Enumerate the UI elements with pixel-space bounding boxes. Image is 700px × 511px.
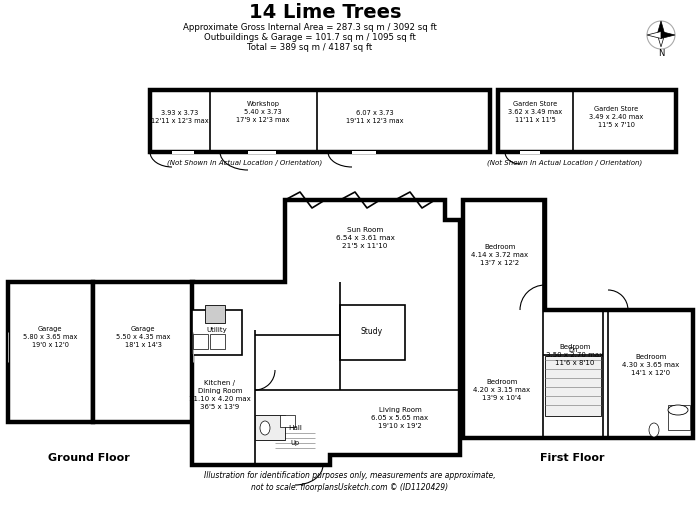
Text: First Floor: First Floor bbox=[540, 453, 605, 463]
Text: Workshop
5.40 x 3.73
17'9 x 12'3 max: Workshop 5.40 x 3.73 17'9 x 12'3 max bbox=[237, 101, 290, 123]
Polygon shape bbox=[657, 21, 665, 35]
Text: Hall: Hall bbox=[288, 425, 302, 431]
Text: Sun Room
6.54 x 3.61 max
21'5 x 11'10: Sun Room 6.54 x 3.61 max 21'5 x 11'10 bbox=[335, 227, 394, 249]
Text: 3.93 x 3.73
12'11 x 12'3 max: 3.93 x 3.73 12'11 x 12'3 max bbox=[151, 110, 209, 124]
Bar bbox=[352, 151, 376, 154]
Text: Garage
5.80 x 3.65 max
19'0 x 12'0: Garage 5.80 x 3.65 max 19'0 x 12'0 bbox=[23, 326, 77, 348]
Text: Ground Floor: Ground Floor bbox=[48, 453, 130, 463]
Text: Approximate Gross Internal Area = 287.3 sq m / 3092 sq ft: Approximate Gross Internal Area = 287.3 … bbox=[183, 22, 437, 32]
Bar bbox=[8, 282, 93, 422]
Text: 6.07 x 3.73
19'11 x 12'3 max: 6.07 x 3.73 19'11 x 12'3 max bbox=[346, 110, 404, 124]
Text: Study: Study bbox=[361, 328, 383, 337]
Text: N: N bbox=[658, 50, 664, 58]
Bar bbox=[668, 405, 690, 430]
Bar bbox=[248, 151, 276, 154]
Text: Garage
5.50 x 4.35 max
18'1 x 14'3: Garage 5.50 x 4.35 max 18'1 x 14'3 bbox=[116, 326, 170, 348]
Bar bbox=[545, 356, 601, 416]
Bar bbox=[192, 310, 242, 355]
Text: (Not Shown In Actual Location / Orientation): (Not Shown In Actual Location / Orientat… bbox=[487, 160, 643, 166]
Polygon shape bbox=[463, 200, 693, 438]
Text: Dn: Dn bbox=[568, 347, 578, 353]
Text: Kitchen /
Dining Room
11.10 x 4.20 max
36'5 x 13'9: Kitchen / Dining Room 11.10 x 4.20 max 3… bbox=[189, 380, 251, 410]
Bar bbox=[205, 305, 225, 323]
Bar bbox=[520, 151, 540, 154]
Polygon shape bbox=[657, 35, 664, 47]
Bar bbox=[93, 282, 193, 422]
Text: Living Room
6.05 x 5.65 max
19'10 x 19'2: Living Room 6.05 x 5.65 max 19'10 x 19'2 bbox=[372, 407, 428, 429]
Bar bbox=[193, 334, 208, 349]
Ellipse shape bbox=[668, 405, 688, 415]
Ellipse shape bbox=[649, 423, 659, 437]
Text: Garden Store
3.62 x 3.49 max
11'11 x 11'5: Garden Store 3.62 x 3.49 max 11'11 x 11'… bbox=[508, 101, 562, 123]
Text: Illustration for identification purposes only, measurements are approximate,: Illustration for identification purposes… bbox=[204, 472, 496, 480]
Text: Bedroom
4.20 x 3.15 max
13'9 x 10'4: Bedroom 4.20 x 3.15 max 13'9 x 10'4 bbox=[473, 379, 531, 401]
Text: Bedroom
3.50 x 2.70 max
11'6 x 8'10: Bedroom 3.50 x 2.70 max 11'6 x 8'10 bbox=[547, 344, 603, 366]
Text: Bedroom
4.14 x 3.72 max
13'7 x 12'2: Bedroom 4.14 x 3.72 max 13'7 x 12'2 bbox=[471, 244, 528, 266]
Text: Up: Up bbox=[290, 440, 300, 446]
Text: Garden Store
3.49 x 2.40 max
11'5 x 7'10: Garden Store 3.49 x 2.40 max 11'5 x 7'10 bbox=[589, 106, 643, 128]
Polygon shape bbox=[661, 32, 675, 38]
Text: Total = 389 sq m / 4187 sq ft: Total = 389 sq m / 4187 sq ft bbox=[247, 42, 372, 52]
Bar bbox=[340, 305, 405, 360]
Bar bbox=[498, 90, 676, 152]
Bar bbox=[255, 415, 285, 440]
Ellipse shape bbox=[260, 421, 270, 435]
Text: Outbuildings & Garage = 101.7 sq m / 1095 sq ft: Outbuildings & Garage = 101.7 sq m / 109… bbox=[204, 33, 416, 41]
Polygon shape bbox=[192, 200, 460, 465]
Bar bbox=[210, 334, 225, 349]
Bar bbox=[150, 90, 490, 152]
Bar bbox=[280, 415, 295, 427]
Text: (Not Shown In Actual Location / Orientation): (Not Shown In Actual Location / Orientat… bbox=[167, 160, 323, 166]
Polygon shape bbox=[647, 32, 661, 38]
Bar bbox=[172, 151, 194, 154]
Text: Bedroom
4.30 x 3.65 max
14'1 x 12'0: Bedroom 4.30 x 3.65 max 14'1 x 12'0 bbox=[622, 354, 680, 376]
Text: Utility: Utility bbox=[206, 327, 228, 333]
Text: 14 Lime Trees: 14 Lime Trees bbox=[248, 4, 401, 22]
Text: not to scale. floorplansUsketch.com © (ID1120429): not to scale. floorplansUsketch.com © (I… bbox=[251, 483, 449, 493]
